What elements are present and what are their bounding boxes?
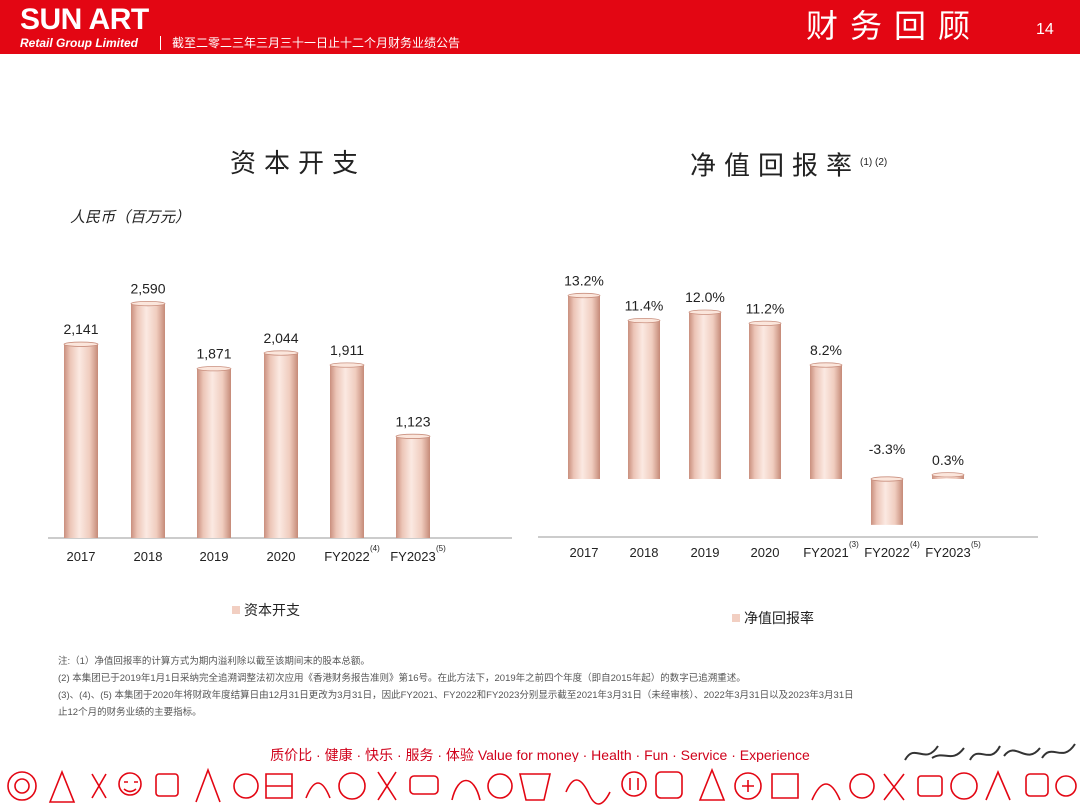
bar-right-3 (748, 320, 782, 479)
bar-value-label: 2,141 (63, 321, 98, 337)
bar-body (628, 320, 660, 479)
bar-value-label: 0.3% (932, 452, 964, 468)
bar-top-cap (130, 301, 166, 307)
left-chart-unit: 人民币（百万元） (70, 209, 191, 226)
bar-body (749, 323, 781, 479)
x-tick-label: 2018 (134, 549, 163, 564)
right-chart-title-text: 净值回报率 (690, 150, 861, 181)
left-legend-label: 资本开支 (244, 602, 300, 618)
right-legend-label: 净值回报率 (744, 610, 814, 626)
bar-right-5 (870, 476, 904, 525)
right-legend: 净值回报率 (732, 608, 814, 628)
bar-right-1 (627, 317, 661, 479)
footnote-3: (3)、(4)、(5) 本集团于2020年将财政年度结算日由12月31日更改为3… (58, 690, 854, 701)
x-tick-note: (4) (370, 544, 380, 553)
x-tick-label: 2018 (630, 545, 659, 560)
bar-top-cap (870, 476, 904, 482)
bar-left-2 (196, 366, 232, 538)
bar-body (568, 295, 600, 479)
bar-value-label: 8.2% (810, 342, 842, 358)
left-chart-title: 资本开支 (230, 148, 367, 178)
header-caption: 截至二零二三年三月三十一日止十二个月财务业绩公告 (172, 36, 461, 50)
bar-top-cap (196, 366, 232, 372)
left-chart: 2,141 2017 2,590 2018 1,871 2019 2,044 2020 1,91… (48, 281, 512, 564)
bar-value-label: 1,911 (330, 342, 364, 358)
page-number: 14 (1036, 21, 1054, 38)
header-divider (160, 36, 161, 50)
bar-value-label: 11.2% (746, 300, 785, 316)
bar-body (689, 312, 721, 479)
bar-body (396, 436, 430, 538)
x-tick-note: (5) (971, 540, 981, 549)
brand-subtitle: Retail Group Limited (20, 36, 139, 50)
x-tick-label: 2019 (691, 545, 720, 560)
right-chart-title-note: (1) (2) (860, 157, 888, 168)
bar-body (330, 365, 364, 538)
bar-value-label: 13.2% (564, 273, 604, 289)
bar-top-cap (329, 362, 365, 368)
bar-value-label: 2,590 (130, 281, 165, 297)
footnote-1: 注:（1）净值回报率的计算方式为期内溢利除以截至该期间末的股本总额。 (58, 656, 370, 667)
bar-right-4 (809, 362, 843, 479)
bar-top-cap (263, 350, 299, 356)
x-tick-note: (5) (436, 544, 446, 553)
bar-top-cap (748, 320, 782, 326)
x-tick-label: FY2021 (803, 545, 849, 560)
bar-top-cap (809, 362, 843, 368)
bar-right-6 (931, 472, 965, 479)
bar-top-cap (567, 292, 601, 299)
x-tick-label: FY2023 (925, 545, 971, 560)
x-tick-label: 2017 (570, 545, 599, 560)
right-chart: 13.2% 2017 11.4% 2018 12.0% 2019 11.2% 2020 8.2%… (538, 273, 1038, 560)
bar-top-cap (931, 472, 965, 478)
bar-top-cap (627, 317, 661, 324)
footnote-2: (2) 本集团已于2019年1月1日采纳完全追溯调整法初次应用《香港财务报告准则… (58, 673, 746, 684)
x-tick-label: 2017 (67, 549, 96, 564)
bar-top-cap (688, 309, 722, 315)
footnotes: 注:（1）净值回报率的计算方式为期内溢利除以截至该期间末的股本总额。 (2) 本… (58, 653, 1018, 721)
x-tick-note: (3) (849, 540, 859, 549)
left-legend: 资本开支 (232, 600, 300, 620)
bar-top-cap (63, 341, 99, 347)
right-chart-title: 净值回报率(1) (2) (690, 148, 887, 181)
footnote-4: 止12个月的财务业绩的主要指标。 (58, 707, 202, 718)
bar-left-5 (395, 433, 431, 538)
left-legend-swatch (232, 606, 240, 614)
x-tick-label: 2020 (267, 549, 296, 564)
bar-value-label: -3.3% (869, 441, 906, 457)
x-tick-note: (4) (910, 540, 920, 549)
footer-doodle-band (0, 762, 1080, 806)
brand-logo: SUN ART (20, 3, 149, 36)
bar-right-0 (567, 292, 601, 479)
bar-value-label: 2,044 (263, 330, 298, 346)
bar-body (871, 479, 903, 525)
bar-body (810, 365, 842, 479)
x-tick-label: FY2022 (864, 545, 910, 560)
x-tick-label: FY2023 (390, 549, 436, 564)
header-bar: SUN ART Retail Group Limited 截至二零二三年三月三十… (0, 0, 1080, 54)
bar-body (197, 368, 231, 538)
bar-body (264, 353, 298, 538)
bar-left-0 (63, 341, 99, 538)
bar-value-label: 11.4% (625, 298, 664, 314)
bar-value-label: 1,871 (196, 346, 231, 362)
bar-left-4 (329, 362, 365, 538)
bar-value-label: 1,123 (395, 413, 430, 429)
x-tick-label: 2020 (751, 545, 780, 560)
x-tick-label: 2019 (200, 549, 229, 564)
x-tick-label: FY2022 (324, 549, 370, 564)
bar-left-3 (263, 350, 299, 538)
bar-body (131, 303, 165, 538)
handwritten-slogan-signature (904, 743, 1076, 761)
bar-value-label: 12.0% (685, 289, 725, 305)
bar-top-cap (395, 433, 431, 439)
bar-right-2 (688, 309, 722, 479)
right-legend-swatch (732, 614, 740, 622)
footer-slogan: 质价比 · 健康 · 快乐 · 服务 · 体验 Value for money … (270, 747, 810, 763)
bar-left-1 (130, 301, 166, 538)
bar-body (64, 344, 98, 538)
section-title: 财务回顾 (806, 8, 983, 44)
